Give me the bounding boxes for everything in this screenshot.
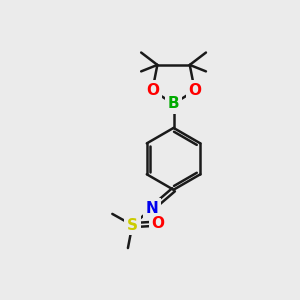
Text: O: O bbox=[146, 83, 159, 98]
Text: O: O bbox=[152, 216, 165, 231]
Text: B: B bbox=[168, 96, 179, 111]
Text: N: N bbox=[146, 200, 159, 215]
Text: O: O bbox=[188, 83, 201, 98]
Text: S: S bbox=[127, 218, 138, 232]
